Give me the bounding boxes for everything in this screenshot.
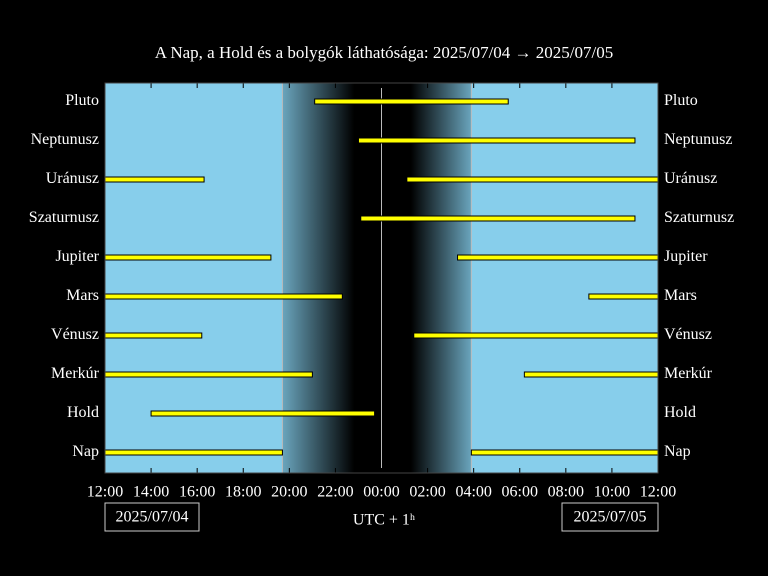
visibility-bar xyxy=(104,332,203,339)
row-label: Hold xyxy=(664,404,696,421)
x-tick-label: 04:00 xyxy=(455,484,491,501)
row-label: Nap xyxy=(664,443,691,460)
row-label: Vénusz xyxy=(51,326,99,343)
x-tick-label: 00:00 xyxy=(363,484,399,501)
x-tick-label: 12:00 xyxy=(640,484,676,501)
visibility-bar xyxy=(104,449,283,456)
x-tick-label: 18:00 xyxy=(225,484,261,501)
plot-frame xyxy=(104,82,659,474)
visibility-bar xyxy=(104,254,272,261)
visibility-bar xyxy=(406,176,659,183)
x-tick-label: 12:00 xyxy=(87,484,123,501)
x-tick-label: 14:00 xyxy=(133,484,169,501)
x-tick-label: 16:00 xyxy=(179,484,215,501)
row-label: Pluto xyxy=(65,92,99,109)
x-tick-label: 02:00 xyxy=(409,484,445,501)
row-label: Vénusz xyxy=(664,326,712,343)
visibility-bar xyxy=(104,371,313,378)
chart-title: A Nap, a Hold és a bolygók láthatósága: … xyxy=(155,43,613,62)
row-label: Jupiter xyxy=(664,248,708,265)
visibility-bar xyxy=(150,410,376,417)
visibility-bar xyxy=(523,371,659,378)
row-label: Mars xyxy=(664,287,697,304)
row-label: Szaturnusz xyxy=(664,209,734,226)
start-date: 2025/07/04 xyxy=(116,509,189,526)
x-tick-label: 06:00 xyxy=(502,484,538,501)
row-label: Neptunusz xyxy=(31,131,99,148)
visibility-bar xyxy=(104,176,205,183)
visibility-bar xyxy=(413,332,659,339)
visibility-bar xyxy=(588,293,659,300)
visibility-bar xyxy=(314,98,509,105)
x-tick-label: 20:00 xyxy=(271,484,307,501)
x-tick-label: 08:00 xyxy=(548,484,584,501)
x-tick-label: 10:00 xyxy=(594,484,630,501)
row-label: Jupiter xyxy=(55,248,99,265)
row-label: Merkúr xyxy=(51,365,100,382)
row-label: Mars xyxy=(66,287,99,304)
visibility-bar xyxy=(360,215,636,222)
date-box xyxy=(561,502,659,532)
row-label: Uránusz xyxy=(664,170,717,187)
night xyxy=(282,83,472,473)
row-label: Nap xyxy=(72,443,99,460)
visibility-bar xyxy=(104,293,343,300)
end-date: 2025/07/05 xyxy=(574,509,647,526)
visibility-bar xyxy=(470,449,659,456)
row-label: Szaturnusz xyxy=(29,209,99,226)
row-label: Pluto xyxy=(664,92,698,109)
row-label: Uránusz xyxy=(46,170,99,187)
visibility-bar xyxy=(457,254,659,261)
row-label: Merkúr xyxy=(664,365,713,382)
date-box xyxy=(104,502,200,532)
row-label: Neptunusz xyxy=(664,131,732,148)
visibility-bar xyxy=(357,137,636,144)
x-axis-label: UTC + 1ʰ xyxy=(353,512,415,529)
x-tick-label: 22:00 xyxy=(317,484,353,501)
row-label: Hold xyxy=(67,404,99,421)
